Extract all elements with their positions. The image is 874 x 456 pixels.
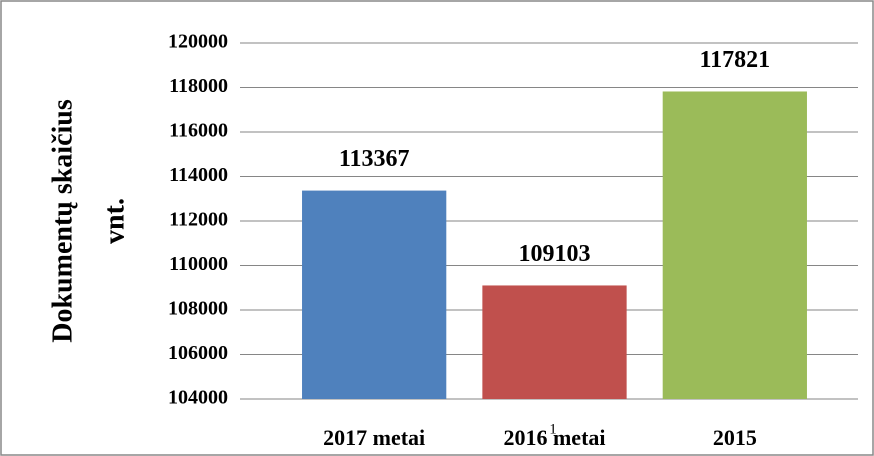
bar [662, 91, 807, 399]
y-tick-label: 116000 [169, 120, 228, 142]
y-tick-label: 110000 [169, 253, 228, 275]
y-tick-label: 112000 [169, 209, 228, 231]
x-tick-label: 2015 [713, 425, 757, 450]
value-label: 117821 [699, 47, 770, 73]
y-tick-label: 118000 [169, 75, 228, 97]
y-axis-label: vnt. [99, 198, 130, 244]
y-tick-label: 108000 [168, 298, 228, 320]
y-tick-label: 106000 [168, 342, 228, 364]
annotation: 1 [549, 421, 557, 437]
y-axis-label: Dokumentų skaičius [47, 99, 78, 343]
y-tick-label: 114000 [169, 164, 228, 186]
x-tick-label: 2016 metai [503, 425, 605, 450]
x-tick-label: 2017 metai [323, 425, 425, 450]
y-tick-label: 120000 [168, 31, 228, 53]
bar [302, 190, 447, 399]
value-label: 109103 [519, 241, 591, 267]
y-tick-label: 104000 [168, 387, 228, 409]
value-label: 113367 [339, 146, 410, 172]
bar [482, 285, 627, 399]
